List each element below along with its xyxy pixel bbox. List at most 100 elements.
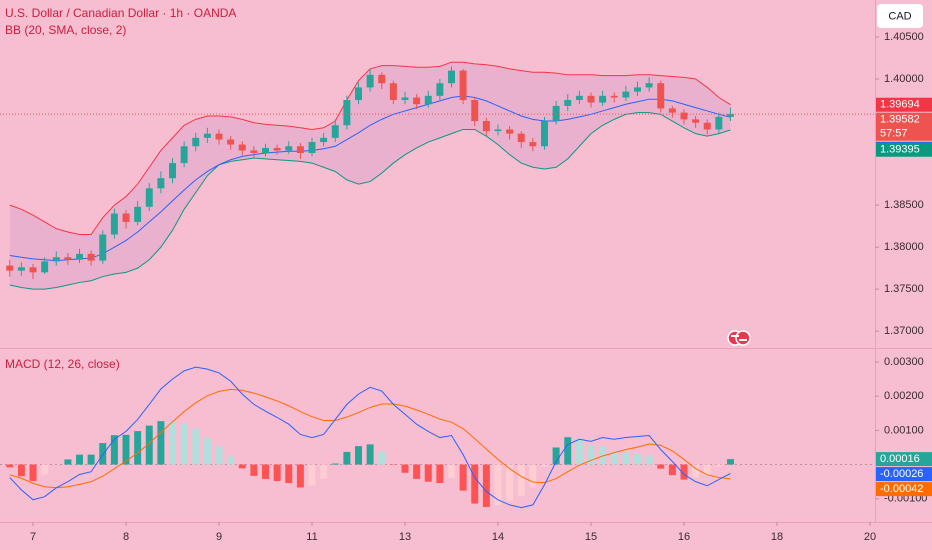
candle-body <box>668 108 676 113</box>
x-tick-label: 14 <box>492 531 504 543</box>
candle-body <box>517 133 525 143</box>
histogram-bar <box>541 464 548 467</box>
histogram-bar <box>355 446 362 465</box>
candle-body <box>703 122 711 130</box>
histogram-bar <box>285 464 293 484</box>
candle-body <box>238 144 246 151</box>
histogram-bar <box>599 446 607 465</box>
candle-body <box>424 95 432 105</box>
candle-body <box>145 188 153 207</box>
histogram-label-bg <box>876 452 932 467</box>
currency-label[interactable]: CAD <box>888 10 911 22</box>
histogram-bar <box>366 444 374 465</box>
histogram-bar <box>331 463 339 465</box>
histogram-bar <box>87 454 95 465</box>
histogram-bar <box>517 464 525 496</box>
histogram-bar <box>215 446 223 465</box>
x-tick-label: 20 <box>864 531 876 543</box>
x-tick-label: 8 <box>123 531 129 543</box>
histogram-bar <box>634 453 641 465</box>
x-tick-label: 11 <box>306 531 317 543</box>
candle-body <box>715 116 723 130</box>
histogram-bar <box>180 423 188 465</box>
candle-body <box>575 95 583 101</box>
flag-icon <box>727 330 751 346</box>
candle-body <box>471 100 479 122</box>
candle-body <box>401 97 409 101</box>
bb_lower-label: 1.39395 <box>880 144 920 156</box>
histogram-label: 0.00016 <box>880 453 920 465</box>
candle-body <box>448 70 455 84</box>
histogram-bar <box>424 464 432 482</box>
histogram-bar <box>134 431 142 465</box>
candle-body <box>215 133 223 140</box>
candle-body <box>436 83 444 96</box>
candle-body <box>366 74 374 88</box>
chart-title: U.S. Dollar / Canadian Dollar · 1h · OAN… <box>5 6 236 20</box>
histogram-bar <box>610 451 618 465</box>
y-tick-label: 1.37500 <box>884 283 924 295</box>
histogram-bar <box>157 421 165 465</box>
band-fill <box>9 62 731 290</box>
histogram-bar <box>262 464 269 479</box>
histogram-bar <box>471 464 479 504</box>
histogram-bar <box>680 464 688 480</box>
candle-body <box>227 139 235 145</box>
candle-body <box>482 121 490 132</box>
histogram-bar <box>564 437 572 465</box>
last-price-bg <box>876 112 932 141</box>
signal-line <box>9 388 731 489</box>
histogram-bar <box>29 464 37 481</box>
x-tick-label: 7 <box>30 531 36 543</box>
histogram-bar <box>6 464 14 468</box>
histogram-bar <box>308 464 316 486</box>
histogram-bar <box>273 464 281 481</box>
candle-body <box>308 142 316 153</box>
histogram-bar <box>413 464 421 479</box>
y-tick-label: 1.38500 <box>884 199 924 211</box>
candle-body <box>273 147 281 151</box>
x-tick-label: 16 <box>678 531 690 543</box>
candle-body <box>320 137 328 143</box>
candle-body <box>622 91 630 98</box>
candle-body <box>529 142 537 147</box>
candle-body <box>29 267 37 273</box>
y-tick-label: 0.00200 <box>884 390 924 402</box>
bb_upper-label: 1.39694 <box>880 99 920 111</box>
y-tick-label: 0.00100 <box>884 424 924 436</box>
candle-body <box>87 253 95 261</box>
histogram-bar <box>668 464 676 476</box>
candle-body <box>180 146 188 164</box>
candle-body <box>157 178 165 189</box>
candle-body <box>134 206 142 222</box>
histogram-bar <box>169 421 176 465</box>
candle-body <box>634 87 641 92</box>
histogram-bar <box>110 435 118 465</box>
candle-body <box>355 87 362 101</box>
histogram-bar <box>703 464 711 476</box>
macd-label: -0.00026 <box>880 468 923 480</box>
candle-body <box>692 119 700 123</box>
histogram-bar <box>320 464 328 479</box>
bb_basis-line <box>9 95 731 262</box>
currency-button[interactable] <box>877 4 923 28</box>
candle-body <box>494 129 502 132</box>
candle-body <box>389 83 397 101</box>
candle-body <box>64 257 72 260</box>
candle-body <box>296 146 304 153</box>
histogram-bar <box>401 464 409 473</box>
candle-body <box>552 105 560 122</box>
signal-label: -0.00042 <box>880 483 923 495</box>
x-tick-label: 13 <box>399 531 411 543</box>
histogram-bar <box>494 464 502 505</box>
y-tick-label: 1.40500 <box>884 31 924 43</box>
x-tick-label: 15 <box>585 531 597 543</box>
histogram-bar <box>296 464 304 488</box>
x-tick-label: 18 <box>771 531 783 543</box>
candle-body <box>6 265 14 271</box>
candle-body <box>99 234 107 261</box>
histogram-bar <box>482 464 490 507</box>
candle-body <box>541 121 548 147</box>
macd-line <box>9 366 731 509</box>
candle-body <box>726 114 734 117</box>
